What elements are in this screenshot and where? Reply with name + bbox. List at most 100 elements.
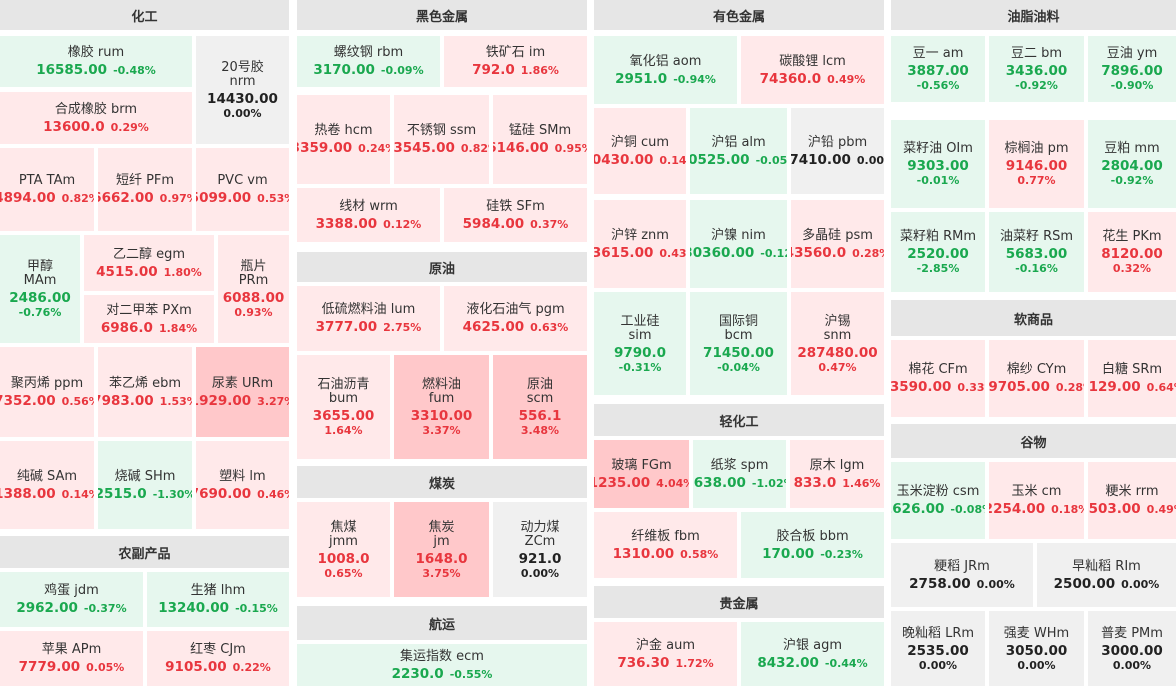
- tile-cjm[interactable]: 红枣 CJm 9105.00 0.22%: [147, 631, 289, 686]
- tile-lrm[interactable]: 晚籼稻 LRm 2535.00 0.00%: [891, 611, 985, 686]
- tile-smm[interactable]: 锰硅 SMm 6146.00 0.95%: [493, 95, 587, 184]
- tile-aum[interactable]: 沪金 aum 736.30 1.72%: [594, 622, 737, 686]
- tile-jdm[interactable]: 鸡蛋 jdm 2962.00 -0.37%: [0, 572, 143, 627]
- tile-bm[interactable]: 豆二 bm 3436.00 -0.92%: [989, 36, 1084, 102]
- tile-urm[interactable]: 尿素 URm1929.00 3.27%: [196, 347, 289, 437]
- last-price: 2500.00: [1053, 575, 1116, 592]
- tile-pkm[interactable]: 花生 PKm 8120.00 0.32%: [1088, 212, 1176, 292]
- tile-csm[interactable]: 玉米淀粉 csm 2626.00 -0.08%: [891, 462, 985, 539]
- tile-rim[interactable]: 早籼稻 RIm 2500.00 0.00%: [1037, 543, 1176, 607]
- tile-lm[interactable]: 塑料 lm7690.00 0.46%: [196, 441, 289, 529]
- last-price: 2520.00: [907, 246, 969, 262]
- tile-oim[interactable]: 菜籽油 OIm 9303.00 -0.01%: [891, 120, 985, 208]
- last-price: 2230.0: [391, 665, 444, 682]
- tile-ym[interactable]: 豆油 ym 7896.00 -0.90%: [1088, 36, 1176, 102]
- last-price: 5683.00: [1005, 246, 1068, 262]
- tile-pxm[interactable]: 对二甲苯 PXm 6986.0 1.84%: [84, 295, 214, 343]
- change-percent: 3.75%: [422, 566, 461, 580]
- section-header: 油脂油料: [891, 0, 1176, 30]
- tile-cfm[interactable]: 棉花 CFm 13590.00 0.33%: [891, 340, 985, 417]
- tile-znm[interactable]: 沪锌 znm23615.00 0.43%: [594, 200, 686, 288]
- last-price: 3887.00: [907, 63, 969, 79]
- tile-pgm[interactable]: 液化石油气 pgm 4625.00 0.63%: [444, 286, 587, 351]
- last-price: 2254.00: [989, 501, 1046, 517]
- tile-spm[interactable]: 纸浆 spm5638.00 -1.02%: [693, 440, 786, 508]
- tile-ecm[interactable]: 集运指数 ecm 2230.0 -0.55%: [297, 644, 587, 686]
- last-price: 80430.00: [594, 151, 654, 168]
- tile-fum[interactable]: 燃料油 fum 3310.00 3.37%: [394, 355, 489, 459]
- tile-aom[interactable]: 氧化铝 aom 2951.0 -0.94%: [594, 36, 737, 104]
- tile-lcm[interactable]: 碳酸锂 lcm 74360.0 0.49%: [741, 36, 884, 104]
- tile-alm[interactable]: 沪铝 alm20525.00 -0.05%: [690, 108, 787, 194]
- tile-agm[interactable]: 沪银 agm 8432.00 -0.44%: [741, 622, 884, 686]
- tile-rbm[interactable]: 螺纹钢 rbm 3170.00 -0.09%: [297, 36, 440, 87]
- tile-nim[interactable]: 沪镍 nim130360.00 -0.12%: [690, 200, 787, 288]
- last-price: 130360.00: [690, 244, 755, 261]
- tile-lum[interactable]: 低硫燃料油 lum 3777.00 2.75%: [297, 286, 440, 351]
- tile-jmm[interactable]: 焦煤 jmm 1008.0 0.65%: [297, 502, 390, 597]
- tile-scm[interactable]: 原油 scm 556.1 3.48%: [493, 355, 587, 459]
- tile-rsm[interactable]: 油菜籽 RSm 5683.00 -0.16%: [989, 212, 1084, 292]
- tile-fbm[interactable]: 纤维板 fbm 1310.00 0.58%: [594, 512, 737, 578]
- tile-brm[interactable]: 合成橡胶 brm 13600.0 0.29%: [0, 92, 192, 144]
- contract-code: PRm: [238, 273, 269, 288]
- change-percent: -1.30%: [152, 487, 192, 501]
- tile-mm[interactable]: 豆粕 mm 2804.00 -0.92%: [1088, 120, 1176, 208]
- tile-pbm[interactable]: 沪铅 pbm17410.00 0.00%: [791, 108, 884, 194]
- tile-jrm[interactable]: 粳稻 JRm 2758.00 0.00%: [891, 543, 1033, 607]
- last-price: 792.0: [472, 62, 515, 78]
- section-header: 农副产品: [0, 536, 289, 568]
- tile-psm[interactable]: 多晶硅 psm43560.0 0.28%: [791, 200, 884, 288]
- tile-cym[interactable]: 棉纱 CYm 19705.00 0.28%: [989, 340, 1084, 417]
- tile-srm[interactable]: 白糖 SRm 6129.00 0.64%: [1088, 340, 1176, 417]
- tile-lgm[interactable]: 原木 lgm 833.0 1.46%: [790, 440, 884, 508]
- tile-pvc-vm[interactable]: PVC vm 5099.00 0.53%: [196, 148, 289, 231]
- tile-bcm[interactable]: 国际铜 bcm 71450.00 -0.04%: [690, 292, 787, 395]
- tile-im[interactable]: 铁矿石 im 792.0 1.86%: [444, 36, 587, 87]
- tile-hcm[interactable]: 热卷 hcm 3359.00 0.24%: [297, 95, 390, 184]
- tile-nrm[interactable]: 20号胶 nrm 14430.00 0.00%: [196, 36, 289, 144]
- tile-snm[interactable]: 沪锡 snm 287480.00 0.47%: [791, 292, 884, 395]
- tile-mam[interactable]: 甲醇 MAm 2486.00 -0.76%: [0, 235, 80, 343]
- contract-name: 沪锌 znm: [611, 227, 669, 243]
- change-percent: 4.04%: [656, 476, 689, 490]
- tile-bbm[interactable]: 胶合板 bbm 170.00 -0.23%: [741, 512, 884, 578]
- tile-pfm[interactable]: 短纤 PFm 6662.00 0.97%: [98, 148, 192, 231]
- tile-am[interactable]: 豆一 am 3887.00 -0.56%: [891, 36, 985, 102]
- tile-sfm[interactable]: 硅铁 SFm 5984.00 0.37%: [444, 188, 587, 242]
- change-percent: 0.37%: [530, 217, 569, 231]
- tile-zcm[interactable]: 动力煤 ZCm 921.0 0.00%: [493, 502, 587, 597]
- last-price: 3436.00: [1005, 63, 1068, 79]
- contract-name: 铁矿石 im: [485, 45, 546, 60]
- last-price: 7352.00: [0, 392, 56, 409]
- tile-cm[interactable]: 玉米 cm 2254.00 0.18%: [989, 462, 1084, 539]
- tile-apm[interactable]: 苹果 APm 7779.00 0.05%: [0, 631, 143, 686]
- tile-egm[interactable]: 乙二醇 egm 4515.00 1.80%: [84, 235, 214, 291]
- last-price: 20525.00: [690, 151, 750, 168]
- tile-pm[interactable]: 棕榈油 pm 9146.00 0.77%: [989, 120, 1084, 208]
- tile-pmm[interactable]: 普麦 PMm 3000.00 0.00%: [1088, 611, 1176, 686]
- tile-rrm[interactable]: 粳米 rrm 3503.00 0.49%: [1088, 462, 1176, 539]
- change-percent: 3.27%: [257, 394, 289, 408]
- last-price: 13590.00: [891, 379, 952, 395]
- tile-ssm[interactable]: 不锈钢 ssm 13545.00 0.82%: [394, 95, 489, 184]
- tile-cum[interactable]: 沪铜 cum80430.00 0.14%: [594, 108, 686, 194]
- tile-rmm[interactable]: 菜籽粕 RMm 2520.00 -2.85%: [891, 212, 985, 292]
- tile-shm[interactable]: 烧碱 SHm 2515.0 -1.30%: [98, 441, 192, 529]
- tile-pta-tam[interactable]: PTA TAm 4894.00 0.82%: [0, 148, 94, 231]
- tile-bum[interactable]: 石油沥青 bum 3655.00 1.64%: [297, 355, 390, 459]
- tile-whm[interactable]: 强麦 WHm 3050.00 0.00%: [989, 611, 1084, 686]
- tile-rum[interactable]: 橡胶 rum 16585.00 -0.48%: [0, 36, 192, 87]
- last-price: 5638.00: [693, 474, 746, 491]
- tile-sim[interactable]: 工业硅 sim 9790.0 -0.31%: [594, 292, 686, 395]
- tile-wrm[interactable]: 线材 wrm 3388.00 0.12%: [297, 188, 440, 242]
- last-price: 16585.00: [36, 62, 108, 78]
- tile-jm[interactable]: 焦炭 jm 1648.0 3.75%: [394, 502, 489, 597]
- tile-lhm[interactable]: 生猪 lhm 13240.00 -0.15%: [147, 572, 289, 627]
- change-percent: 0.22%: [232, 661, 271, 674]
- tile-prm[interactable]: 瓶片 PRm 6088.00 0.93%: [218, 235, 289, 343]
